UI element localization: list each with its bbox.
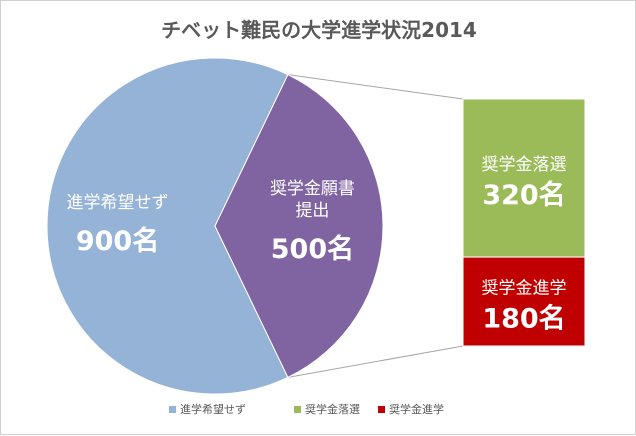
legend: 進学希望せず 奨学金落選 奨学金進学: [169, 402, 444, 416]
chart-title: チベット難民の大学進学状況2014: [161, 18, 477, 42]
connector-bottom: [287, 345, 464, 378]
legend-label-no-enroll: 進学希望せず: [180, 402, 246, 416]
bar-label-rejected: 奨学金落選: [482, 155, 567, 175]
pie-value-no-enroll: 900名: [76, 225, 159, 257]
bar-value-rejected: 320名: [482, 179, 565, 211]
bar-segment-enrolled: [462, 256, 586, 347]
bar-segment-rejected: [462, 98, 586, 258]
connector-lines: [287, 74, 464, 378]
pie-label-no-enroll: 進学希望せず: [67, 193, 169, 213]
legend-label-rejected: 奨学金落選: [305, 402, 360, 416]
stacked-bar: [462, 98, 586, 347]
pie-slice-no-enroll: [46, 57, 289, 395]
legend-swatch-no-enroll: [169, 406, 176, 413]
legend-swatch-enrolled: [378, 406, 385, 413]
legend-label-enrolled: 奨学金進学: [389, 402, 444, 416]
legend-swatch-rejected: [294, 406, 301, 413]
pie-label-applied: 提出: [295, 201, 329, 221]
pie-label-applied: 奨学金願書: [270, 179, 355, 199]
bar-label-enrolled: 奨学金進学: [482, 279, 567, 299]
pie-slice-applied: [214, 73, 384, 379]
bar-value-enrolled: 180名: [482, 303, 565, 335]
pie-slices: [46, 57, 384, 395]
connector-top: [287, 74, 464, 100]
pie-value-applied: 500名: [271, 233, 354, 265]
